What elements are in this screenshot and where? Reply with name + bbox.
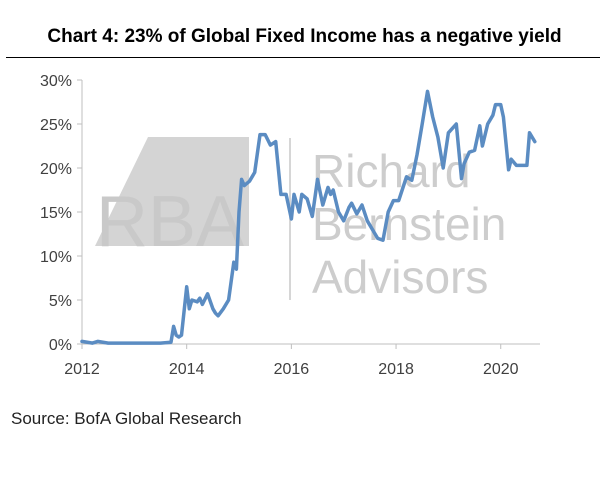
y-tick-label: 10% [40, 249, 72, 266]
x-tick-label: 2016 [274, 361, 310, 378]
x-tick-label: 2018 [378, 361, 414, 378]
y-tick-label: 25% [40, 117, 72, 134]
watermark-logo-text: RBA [96, 182, 244, 262]
y-tick-label: 15% [40, 205, 72, 222]
title-divider [6, 57, 600, 58]
watermark-line3: Advisors [312, 251, 488, 303]
source-note: Source: BofA Global Research [11, 409, 242, 428]
y-tick-label: 20% [40, 161, 72, 178]
series-line [80, 89, 537, 345]
x-tick-label: 2014 [169, 361, 205, 378]
chart-title: Chart 4: 23% of Global Fixed Income has … [47, 26, 562, 47]
y-tick-label: 30% [40, 73, 72, 90]
x-tick-label: 2012 [64, 361, 100, 378]
watermark-line2: Bernstein [312, 198, 506, 250]
y-tick-label: 5% [49, 293, 72, 310]
series-group [80, 89, 537, 345]
watermark-logo-shape [95, 137, 249, 246]
watermark: RBA Richard Bernstein Advisors [95, 137, 506, 303]
y-tick-label: 0% [49, 337, 72, 354]
x-tick-label: 2020 [483, 361, 519, 378]
